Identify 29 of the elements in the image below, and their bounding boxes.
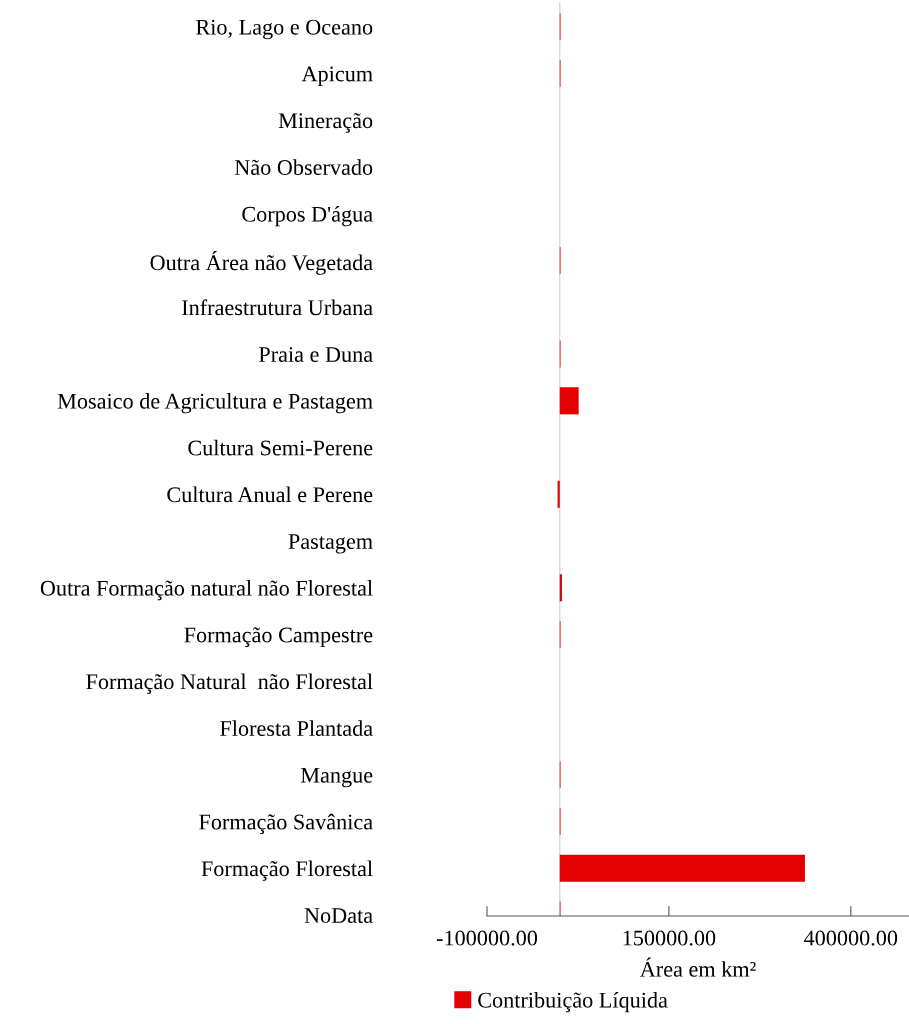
y-tick-label: Formação Savânica — [199, 813, 373, 835]
x-tick-label: 400000.00 — [804, 930, 898, 946]
y-tick-label: Mineração — [278, 113, 373, 133]
bar — [559, 854, 805, 882]
bar — [559, 574, 562, 602]
y-tick-label: Mangue — [300, 767, 373, 788]
x-tick-label: 150000.00 — [623, 930, 716, 946]
x-axis-title: Área em km² — [639, 957, 756, 977]
bar — [557, 480, 560, 508]
y-tick-label: Outra Formação natural não Florestal — [40, 580, 373, 601]
y-tick-label: Formação Natural não Florestal — [86, 673, 373, 694]
legend-label: Contribuição Líquida — [478, 992, 668, 1013]
y-tick-label: Infraestrutura Urbana — [182, 299, 373, 316]
y-tick-label: Floresta Plantada — [220, 720, 373, 736]
y-tick-label: Pastagem — [288, 534, 373, 554]
y-tick-label: Corpos D'água — [242, 206, 373, 227]
y-tick-label: Apicum — [301, 66, 373, 86]
bar — [559, 387, 579, 415]
y-tick-label: Mosaico de Agricultura e Pastagem — [57, 393, 373, 414]
y-tick-label: Cultura Anual e Perene — [167, 486, 373, 503]
y-tick-label: Não Observado — [234, 159, 373, 175]
y-tick-label: Outra Área não Vegetada — [150, 251, 373, 275]
y-tick-label: Cultura Semi-Perene — [188, 439, 373, 456]
y-tick-label: Formação Florestal — [201, 860, 373, 881]
x-tick-label: -100000.00 — [436, 930, 538, 946]
y-tick-label: Rio, Lago e Oceano — [196, 19, 373, 40]
y-tick-label: Formação Campestre — [184, 627, 373, 647]
y-tick-label: NoData — [304, 908, 373, 923]
y-tick-label: Praia e Duna — [258, 347, 373, 362]
